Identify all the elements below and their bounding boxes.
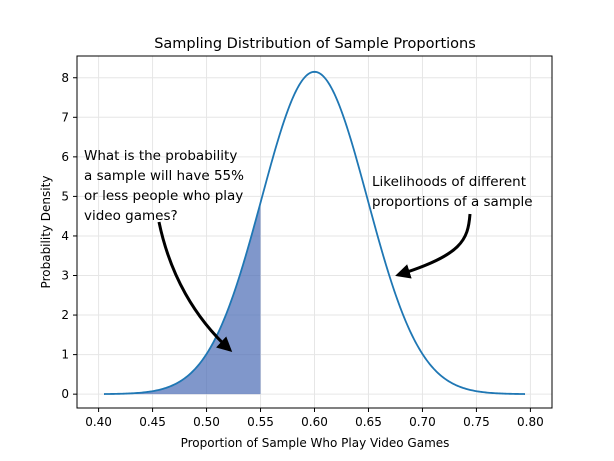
- y-tick-label: 5: [61, 189, 69, 203]
- chart-title: Sampling Distribution of Sample Proporti…: [154, 36, 476, 52]
- x-axis-label: Proportion of Sample Who Play Video Game…: [181, 436, 450, 450]
- x-tick-label: 0.60: [301, 415, 328, 429]
- annotation-question-arrow: [157, 221, 233, 353]
- y-axis-label: Probability Density: [39, 176, 53, 289]
- y-axis-ticks: 0 1 2 3 4 5 6 7 8: [61, 71, 77, 401]
- annotation-likelihoods-line-1: Likelihoods of different: [372, 174, 526, 190]
- x-tick-label: 0.75: [463, 415, 490, 429]
- y-tick-label: 0: [61, 387, 69, 401]
- y-tick-label: 6: [61, 150, 69, 164]
- x-axis-ticks: 0.40 0.45 0.50 0.55 0.60 0.65 0.70 0.75 0.80: [85, 408, 544, 429]
- annotation-question: What is the probability a sample will ha…: [84, 148, 248, 353]
- annotation-likelihoods-line-2: proportions of a sample: [372, 194, 533, 210]
- annotation-likelihoods: Likelihoods of different proportions of …: [372, 174, 533, 279]
- density-curve: [103, 70, 526, 395]
- annotation-likelihoods-arrow: [395, 213, 472, 279]
- y-tick-label: 1: [61, 348, 69, 362]
- x-tick-label: 0.70: [409, 415, 436, 429]
- x-tick-label: 0.40: [85, 415, 112, 429]
- x-tick-label: 0.80: [517, 415, 544, 429]
- y-tick-label: 7: [61, 110, 69, 124]
- annotation-question-line-4: video games?: [84, 208, 178, 224]
- annotation-question-line-3: or less people who play: [84, 188, 243, 204]
- annotation-question-line-2: a sample will have 55%: [84, 168, 244, 184]
- y-tick-label: 4: [61, 229, 69, 243]
- annotation-question-line-1: What is the probability: [84, 148, 237, 164]
- y-tick-label: 2: [61, 308, 69, 322]
- grid-lines: [77, 56, 552, 408]
- x-tick-label: 0.65: [355, 415, 382, 429]
- y-tick-label: 8: [61, 71, 69, 85]
- x-tick-label: 0.55: [247, 415, 274, 429]
- x-tick-label: 0.45: [139, 415, 166, 429]
- y-tick-label: 3: [61, 269, 69, 283]
- svg-text:What is the probability: What is the probability a sample will ha…: [84, 148, 248, 224]
- x-tick-label: 0.50: [193, 415, 220, 429]
- svg-text:Likelihoods of different: Likelihoods of different proportions of …: [372, 174, 533, 210]
